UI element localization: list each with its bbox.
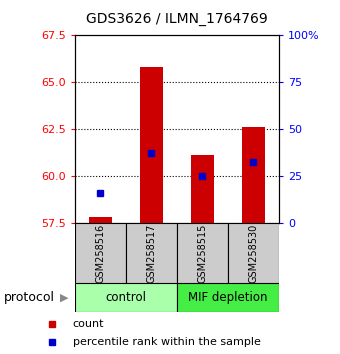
Text: GSM258516: GSM258516 <box>95 223 105 283</box>
Text: GDS3626 / ILMN_1764769: GDS3626 / ILMN_1764769 <box>86 12 268 27</box>
Bar <box>89 217 112 223</box>
Bar <box>228 223 279 283</box>
Bar <box>191 155 214 223</box>
Text: GSM258515: GSM258515 <box>197 223 207 283</box>
Bar <box>242 127 265 223</box>
Text: control: control <box>105 291 146 304</box>
Text: MIF depletion: MIF depletion <box>188 291 268 304</box>
Bar <box>177 283 279 312</box>
Text: percentile rank within the sample: percentile rank within the sample <box>73 337 260 347</box>
Text: GSM258530: GSM258530 <box>248 223 258 283</box>
Text: ▶: ▶ <box>59 292 68 302</box>
Bar <box>75 223 126 283</box>
Text: count: count <box>73 319 104 329</box>
Bar <box>140 67 163 223</box>
Text: protocol: protocol <box>3 291 54 304</box>
Bar <box>75 283 177 312</box>
Bar <box>126 223 177 283</box>
Bar <box>177 223 228 283</box>
Text: GSM258517: GSM258517 <box>146 223 156 283</box>
